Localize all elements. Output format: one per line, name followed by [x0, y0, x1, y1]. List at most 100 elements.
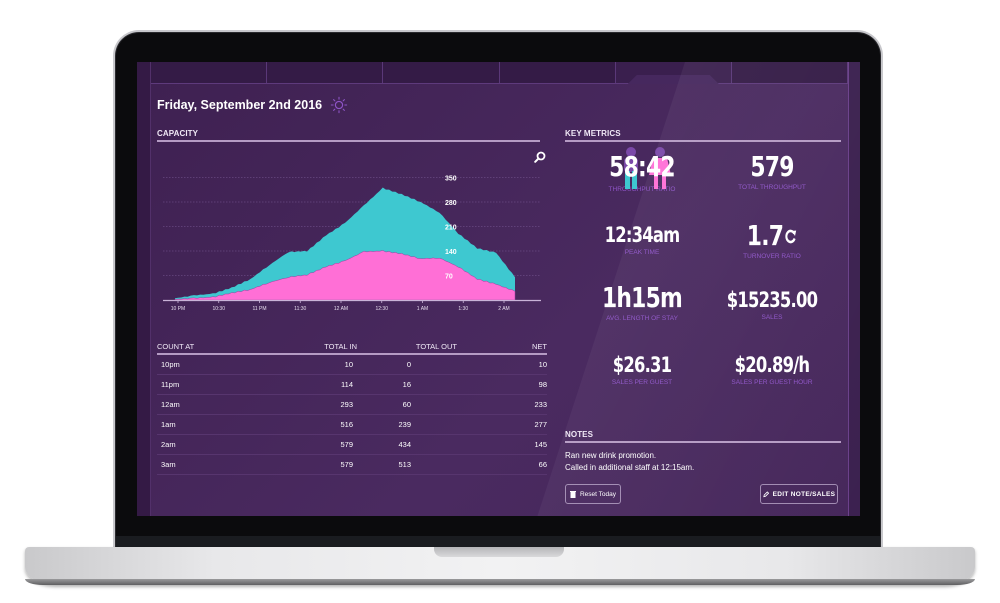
- cell-total-out: 434: [357, 434, 457, 455]
- metric-peak-time: 12:34am PEAK TIME: [573, 222, 711, 256]
- app-screen: Friday, September 2nd 2016 CAPACITY 70 14…: [137, 62, 860, 516]
- cell-total-in: 579: [267, 434, 357, 455]
- x-tick-label: 2 AM: [498, 306, 509, 312]
- metric-value: 579: [750, 150, 794, 183]
- note-line: Called in additional staff at 12:15am.: [565, 463, 695, 472]
- cell-total-in: 579: [267, 454, 357, 475]
- reset-today-label: Reset Today: [579, 490, 616, 498]
- cell-count-at: 12am: [157, 394, 267, 415]
- base-lip: [25, 579, 975, 585]
- cell-count-at: 1am: [157, 414, 267, 435]
- edit-note-sales-button[interactable]: EDIT NOTE/SALES: [760, 484, 838, 504]
- y-tick-label: 210: [445, 225, 457, 232]
- sun-icon: [330, 96, 348, 114]
- male-female-icon: [624, 147, 671, 189]
- y-tick-label: 280: [445, 200, 457, 207]
- table-row: 2am 579 434 145: [157, 434, 547, 455]
- x-tick-label: 12 AM: [334, 306, 348, 312]
- notes-body: Ran new drink promotion. Called in addit…: [565, 450, 694, 474]
- nav-tab-6[interactable]: [731, 62, 849, 83]
- x-tick-label: 1:30: [458, 306, 468, 312]
- capacity-area-chart[interactable]: 70 140 210 280 350 10 PM 10:30 11 PM 11:30 12 AM 1…: [163, 167, 543, 327]
- metric-value: $15235.00: [726, 288, 818, 312]
- col-count-at: COUNT AT: [157, 341, 267, 355]
- dashboard-content: Friday, September 2nd 2016 CAPACITY 70 14…: [151, 84, 848, 516]
- top-nav-tabs: [151, 62, 849, 84]
- cell-net: 10: [457, 354, 547, 375]
- cell-count-at: 3am: [157, 454, 267, 475]
- x-tick-label: 11:30: [294, 306, 306, 312]
- edit-note-sales-label: EDIT NOTE/SALES: [772, 490, 836, 498]
- col-total-in: TOTAL IN: [267, 341, 357, 355]
- metric-label: SALES: [761, 314, 783, 321]
- laptop-hinge: [116, 536, 880, 548]
- cell-net: 98: [457, 374, 547, 395]
- metric-label: THROUGHPUT RATIO: [608, 186, 676, 193]
- refresh-icon: [785, 229, 797, 244]
- cell-total-in: 10: [267, 354, 357, 375]
- metric-label: TURNOVER RATIO: [743, 253, 801, 260]
- metric-sales-per-guest: $26.31 SALES PER GUEST: [573, 352, 711, 386]
- cell-net: 66: [457, 454, 547, 475]
- laptop-base: [25, 547, 975, 585]
- x-tick-label: 10 PM: [171, 306, 185, 312]
- cell-net: 145: [457, 434, 547, 455]
- metric-total-throughput: 579 TOTAL THROUGHPUT: [703, 150, 841, 192]
- right-edge-strip: [848, 62, 860, 516]
- metric-sales: $15235.00 SALES: [703, 287, 841, 321]
- metric-label: SALES PER GUEST: [611, 379, 673, 386]
- cell-total-out: 16: [357, 374, 457, 395]
- metric-avg-stay: 1h15m AVG. LENGTH OF STAY: [573, 281, 711, 323]
- cell-net: 233: [457, 394, 547, 415]
- metric-label: AVG. LENGTH OF STAY: [606, 315, 678, 322]
- metric-value: $20.89/h: [734, 353, 810, 377]
- trackpad-notch: [434, 547, 564, 557]
- table-row: 12am 293 60 233: [157, 394, 547, 415]
- count-table: COUNT AT TOTAL IN TOTAL OUT NET 10pm 10 0 1…: [157, 341, 547, 475]
- table-row: 3am 579 513 66: [157, 454, 547, 475]
- nav-tab-2[interactable]: [267, 62, 384, 83]
- cell-total-out: 513: [357, 454, 457, 475]
- female-area-series: [174, 250, 516, 301]
- edit-icon: [762, 490, 769, 497]
- date-header: Friday, September 2nd 2016: [157, 96, 348, 114]
- table-row: 11pm 114 16 98: [157, 374, 547, 395]
- cell-total-out: 60: [357, 394, 457, 415]
- metric-value: 1.7: [746, 219, 784, 252]
- table-row: 1am 516 239 277: [157, 414, 547, 435]
- metric-value-wrap: 1.7: [718, 220, 826, 252]
- table-row: 10pm 10 0 10: [157, 354, 547, 375]
- cell-total-in: 516: [267, 414, 357, 435]
- metric-sales-per-guest-hour: $20.89/h SALES PER GUEST HOUR: [703, 352, 841, 386]
- trash-icon: [569, 490, 576, 498]
- col-total-out: TOTAL OUT: [357, 341, 457, 355]
- x-tick-label: 1 AM: [417, 306, 428, 312]
- magnifier-icon[interactable]: [534, 151, 546, 163]
- y-tick-label: 70: [445, 274, 453, 281]
- metric-turnover-ratio: 1.7 TURNOVER RATIO: [703, 220, 841, 261]
- x-tick-label: 10:30: [212, 306, 225, 312]
- nav-tab-4[interactable]: [499, 62, 616, 83]
- y-tick-label: 140: [445, 249, 457, 256]
- metric-label: TOTAL THROUGHPUT: [738, 184, 806, 191]
- cell-count-at: 10pm: [157, 354, 267, 375]
- metric-value: $26.31: [612, 353, 672, 377]
- metric-value: 12:34am: [604, 223, 681, 247]
- cell-total-in: 114: [267, 374, 357, 395]
- nav-tab-5-active[interactable]: [615, 62, 732, 83]
- notes-heading: NOTES: [565, 430, 841, 443]
- cell-total-out: 239: [357, 414, 457, 435]
- cell-total-out: 0: [357, 354, 457, 375]
- nav-tab-3[interactable]: [383, 62, 500, 83]
- metric-label: SALES PER GUEST HOUR: [731, 379, 813, 386]
- metric-value: 58:42: [609, 150, 675, 183]
- x-tick-label: 12:30: [375, 306, 388, 312]
- left-edge-strip: [137, 62, 151, 516]
- metric-label: PEAK TIME: [624, 249, 660, 256]
- reset-today-button[interactable]: Reset Today: [565, 484, 621, 504]
- y-tick-label: 350: [445, 176, 457, 183]
- metric-throughput-ratio: 58:42 THROUGHPUT RATIO: [573, 147, 711, 193]
- metric-value: 1h15m: [602, 281, 683, 314]
- nav-tab-1[interactable]: [151, 62, 268, 83]
